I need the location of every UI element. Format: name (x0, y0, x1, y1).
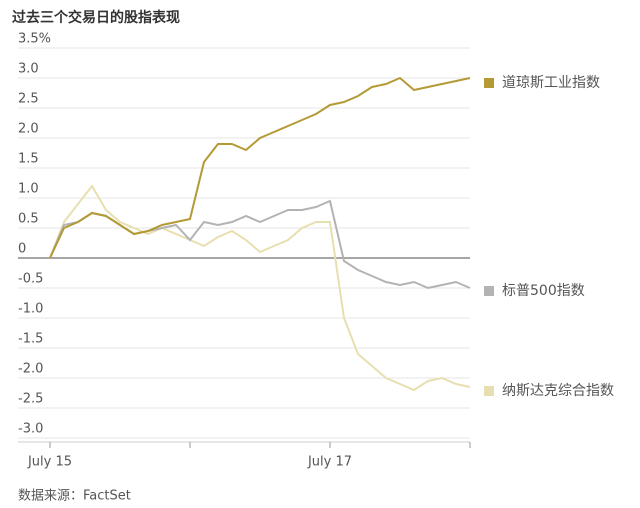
y-tick-label: -2.5 (18, 392, 43, 407)
x-tick-label: July 17 (307, 455, 352, 470)
series-line (49, 199, 471, 290)
source: 数据来源：FactSet (18, 489, 131, 504)
series-line (49, 184, 471, 392)
series-line (49, 76, 471, 259)
legend-label: 纳斯达克综合指数 (502, 383, 614, 399)
y-tick-label: 2.5 (18, 92, 39, 107)
y-tick-label: -1.0 (18, 302, 43, 317)
y-tick-label: 1.5 (18, 152, 39, 167)
y-tick-label: 0 (18, 242, 26, 257)
legend-swatch (484, 78, 494, 88)
legend-label: 道琼斯工业指数 (502, 75, 600, 91)
y-tick-label: -1.5 (18, 332, 43, 347)
y-tick-label: -2.0 (18, 362, 43, 377)
legend-swatch (484, 386, 494, 396)
legend-label: 标普500指数 (502, 283, 585, 299)
y-tick-label: 3.5% (18, 32, 51, 47)
y-tick-label: -3.0 (18, 422, 43, 437)
y-tick-label: 3.0 (18, 62, 39, 77)
chart-title: 过去三个交易日的股指表现 (12, 9, 180, 26)
y-tick-label: -0.5 (18, 272, 43, 287)
y-tick-label: 0.5 (18, 212, 39, 227)
y-tick-label: 1.0 (18, 182, 39, 197)
x-tick-label: July 15 (27, 455, 72, 470)
y-tick-label: 2.0 (18, 122, 39, 137)
legend-swatch (484, 286, 494, 296)
